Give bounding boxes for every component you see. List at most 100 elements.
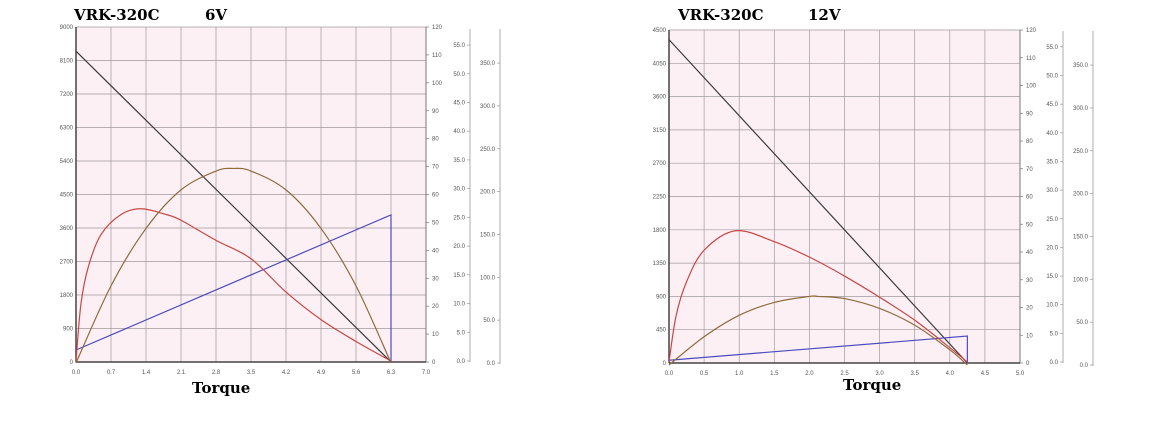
efficiency-tick-label: 30.0 bbox=[1046, 188, 1058, 194]
x-tick-label: 4.2 bbox=[282, 370, 291, 376]
y-right-tick-label: 80 bbox=[432, 137, 439, 143]
power-tick-label: 150.0 bbox=[1073, 234, 1089, 240]
power-tick-label: 200.0 bbox=[1073, 192, 1089, 198]
y-right-tick-label: 110 bbox=[1026, 56, 1036, 62]
x-tick-label: 7.0 bbox=[422, 370, 431, 376]
efficiency-tick-label: 40.0 bbox=[453, 129, 465, 135]
y-right-tick-label: 20 bbox=[1026, 306, 1033, 312]
y-right-tick-label: 50 bbox=[432, 220, 439, 226]
power-tick-label: 350.0 bbox=[480, 61, 496, 67]
efficiency-tick-label: 20.0 bbox=[1046, 245, 1058, 251]
efficiency-tick-label: 40.0 bbox=[1046, 131, 1058, 137]
x-tick-label: 2.5 bbox=[840, 371, 849, 377]
current-curve bbox=[75, 213, 392, 362]
y-left-tick-label: 1350 bbox=[653, 261, 667, 267]
y-left-tick-label: 9000 bbox=[60, 25, 74, 31]
speed-curve bbox=[75, 50, 392, 363]
y-right-tick-label: 0 bbox=[432, 360, 436, 366]
efficiency-tick-label: 35.0 bbox=[453, 158, 465, 164]
y-left-tick-label: 3150 bbox=[653, 128, 667, 134]
power-tick-label: 50.0 bbox=[483, 318, 495, 324]
power-tick-label: 250.0 bbox=[1073, 149, 1089, 155]
y-right-tick-label: 30 bbox=[432, 276, 439, 282]
x-axis-label: Torque bbox=[192, 379, 250, 397]
x-tick-label: 3.0 bbox=[875, 371, 884, 377]
y-right-tick-label: 110 bbox=[432, 53, 442, 59]
y-right-tick-label: 90 bbox=[1026, 111, 1033, 117]
x-tick-label: 1.0 bbox=[735, 371, 744, 377]
efficiency-tick-label: 15.0 bbox=[1046, 274, 1058, 280]
x-tick-label: 3.5 bbox=[911, 371, 920, 377]
x-tick-label: 2.1 bbox=[177, 370, 186, 376]
efficiency-tick-label: 45.0 bbox=[1046, 102, 1058, 108]
efficiency-tick-label: 25.0 bbox=[453, 215, 465, 221]
power-curve bbox=[668, 295, 968, 366]
efficiency-tick-label: 20.0 bbox=[453, 244, 465, 250]
x-tick-label: 0.5 bbox=[700, 371, 709, 377]
y-left-tick-label: 4500 bbox=[60, 193, 74, 199]
power-tick-label: 300.0 bbox=[480, 104, 496, 110]
y-right-tick-label: 120 bbox=[432, 25, 443, 31]
efficiency-tick-label: 10.0 bbox=[1046, 303, 1058, 309]
y-left-tick-label: 900 bbox=[63, 327, 74, 333]
chart-title: VRK-320C bbox=[73, 6, 160, 24]
x-tick-label: 2.0 bbox=[805, 371, 814, 377]
y-right-tick-label: 0 bbox=[1026, 361, 1030, 367]
power-tick-label: 50.0 bbox=[1076, 320, 1088, 326]
power-curve bbox=[75, 167, 392, 364]
y-right-tick-label: 120 bbox=[1026, 28, 1037, 34]
y-right-tick-label: 10 bbox=[1026, 333, 1033, 339]
y-left-tick-label: 3600 bbox=[60, 226, 74, 232]
y-right-tick-label: 10 bbox=[432, 332, 439, 338]
y-left-tick-label: 0 bbox=[663, 361, 667, 367]
y-right-tick-label: 60 bbox=[432, 193, 439, 199]
power-tick-label: 200.0 bbox=[480, 190, 496, 196]
x-tick-label: 5.6 bbox=[352, 370, 361, 376]
efficiency-curve bbox=[668, 230, 968, 363]
y-right-tick-label: 60 bbox=[1026, 195, 1033, 201]
y-left-tick-label: 2250 bbox=[653, 195, 667, 201]
y-left-tick-label: 1800 bbox=[60, 293, 74, 299]
efficiency-tick-label: 45.0 bbox=[453, 100, 465, 106]
power-tick-label: 100.0 bbox=[480, 275, 496, 281]
y-right-tick-label: 90 bbox=[432, 109, 439, 115]
chart-voltage: 6V bbox=[205, 6, 227, 24]
chart-6V: VRK-320C 6V Torque 0.0 0.7 1.4 2.1 2.8 3.5 4.2 4.9… bbox=[60, 6, 501, 397]
x-axis-label: Torque bbox=[843, 376, 901, 394]
efficiency-tick-label: 0.0 bbox=[457, 359, 466, 365]
efficiency-tick-label: 35.0 bbox=[1046, 159, 1058, 165]
efficiency-tick-label: 55.0 bbox=[453, 43, 465, 49]
x-tick-label: 4.0 bbox=[946, 371, 955, 377]
y-left-tick-label: 900 bbox=[656, 294, 667, 300]
power-tick-label: 150.0 bbox=[480, 232, 496, 238]
y-right-tick-label: 70 bbox=[432, 165, 439, 171]
efficiency-tick-label: 30.0 bbox=[453, 187, 465, 193]
efficiency-tick-label: 25.0 bbox=[1046, 217, 1058, 223]
x-tick-label: 0.7 bbox=[107, 370, 116, 376]
efficiency-curve bbox=[75, 208, 392, 362]
efficiency-tick-label: 10.0 bbox=[453, 302, 465, 308]
efficiency-tick-label: 50.0 bbox=[453, 72, 465, 78]
y-right-tick-label: 50 bbox=[1026, 222, 1033, 228]
y-right-tick-label: 30 bbox=[1026, 278, 1033, 284]
y-left-tick-label: 1800 bbox=[653, 228, 667, 234]
y-left-tick-label: 4050 bbox=[653, 61, 667, 67]
power-tick-label: 0.0 bbox=[487, 361, 496, 367]
y-left-tick-label: 6300 bbox=[60, 126, 74, 132]
efficiency-tick-label: 5.0 bbox=[1050, 331, 1059, 337]
power-tick-label: 250.0 bbox=[480, 147, 496, 153]
power-tick-label: 300.0 bbox=[1073, 106, 1089, 112]
efficiency-tick-label: 50.0 bbox=[1046, 74, 1058, 80]
x-tick-label: 4.9 bbox=[317, 370, 326, 376]
efficiency-tick-label: 0.0 bbox=[1050, 360, 1059, 366]
y-right-tick-label: 80 bbox=[1026, 139, 1033, 145]
y-left-tick-label: 2700 bbox=[60, 260, 74, 266]
y-left-tick-label: 8100 bbox=[60, 59, 74, 65]
x-tick-label: 2.8 bbox=[212, 370, 221, 376]
y-right-tick-label: 20 bbox=[432, 304, 439, 310]
x-tick-label: 3.5 bbox=[247, 370, 256, 376]
y-left-tick-label: 2700 bbox=[653, 161, 667, 167]
power-tick-label: 350.0 bbox=[1073, 63, 1089, 69]
chart-title: VRK-320C bbox=[677, 6, 764, 24]
